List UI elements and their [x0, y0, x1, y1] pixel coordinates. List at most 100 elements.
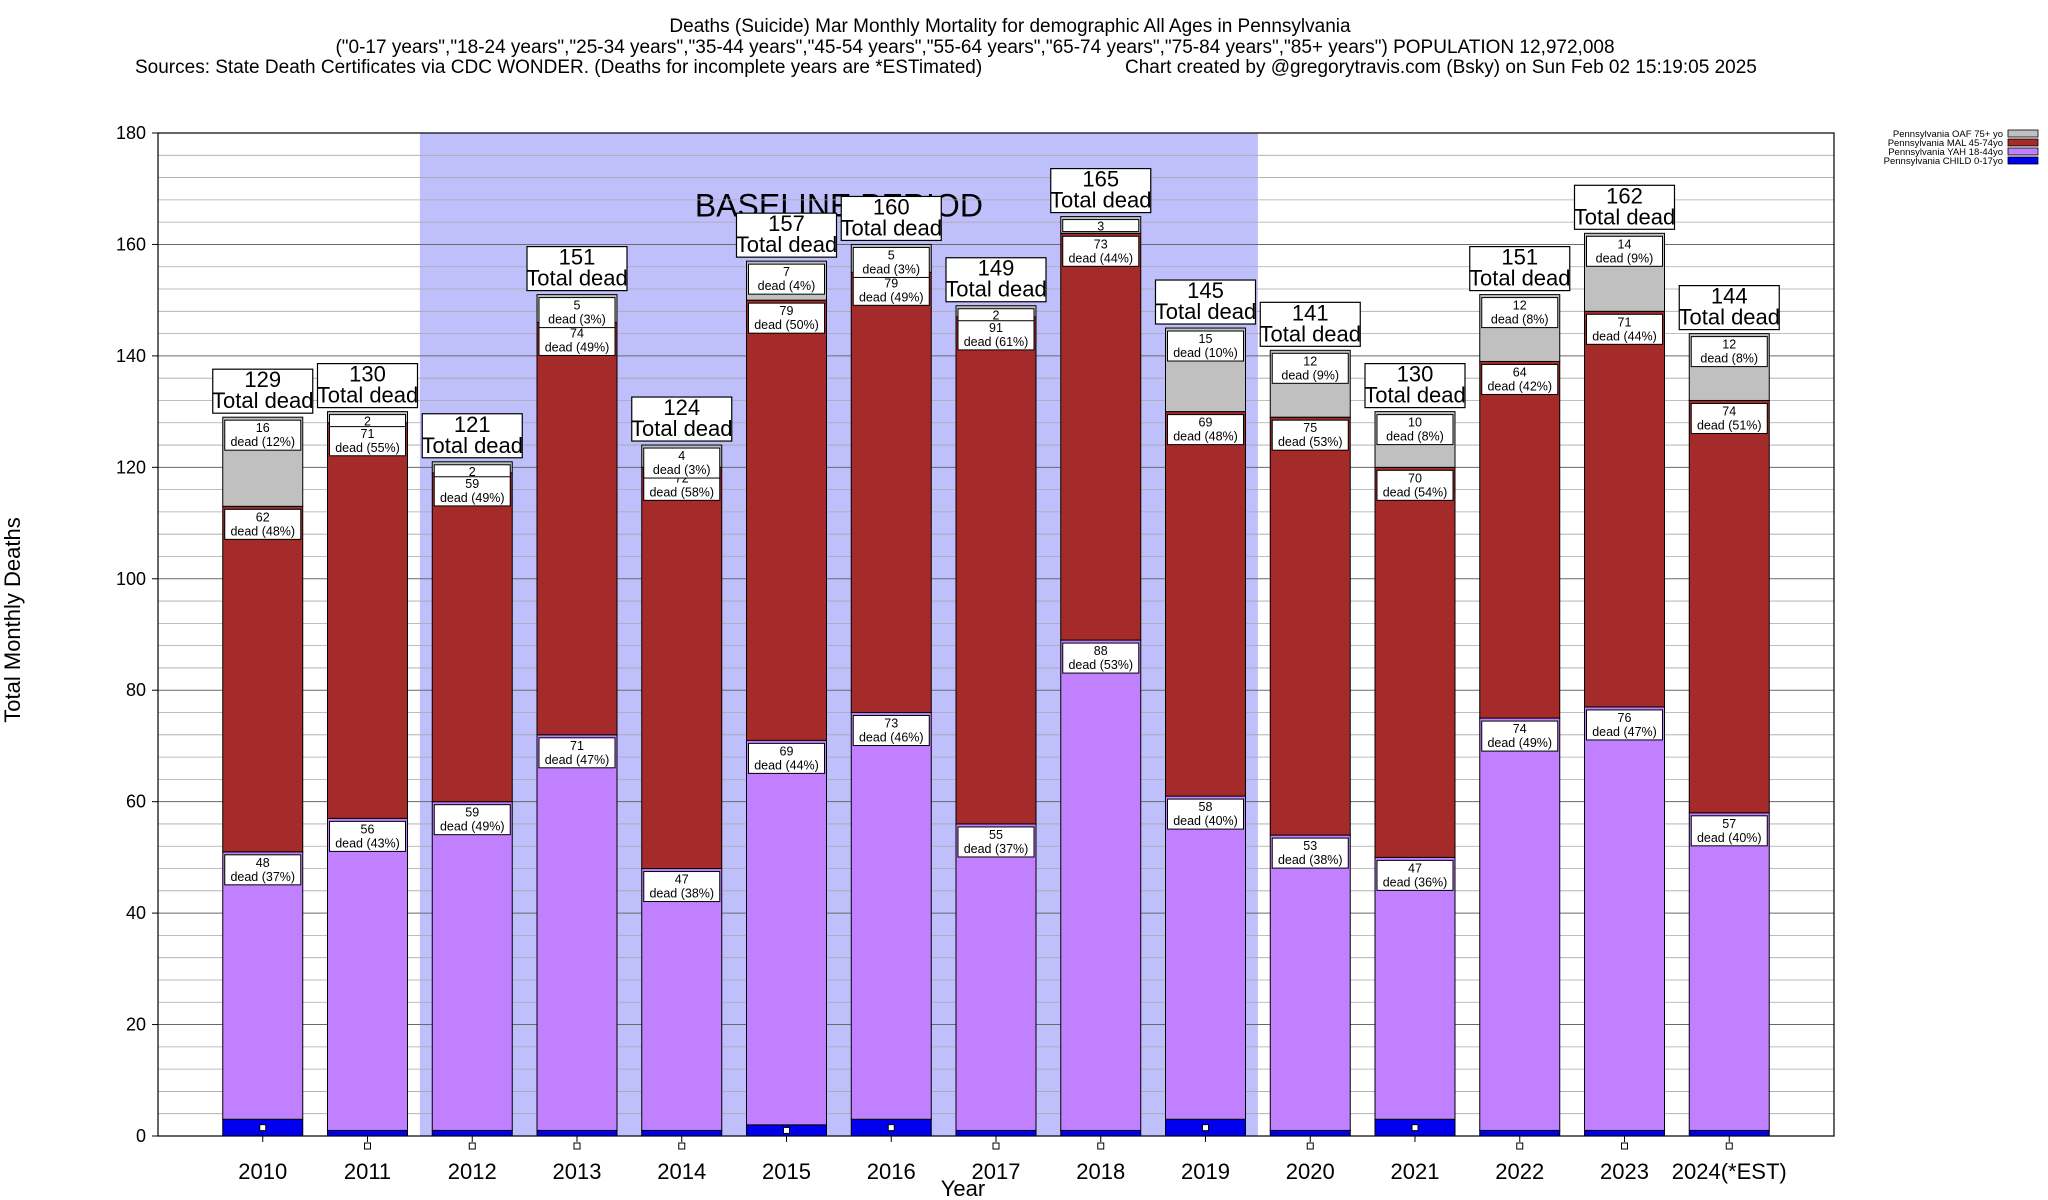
segment-value-label: 59 [465, 806, 479, 820]
x-tick-label: 2014 [657, 1159, 706, 1184]
x-tick-label: 2010 [238, 1159, 287, 1184]
segment-label-box [1586, 709, 1663, 741]
segment-pct-label: dead (61%) [964, 335, 1029, 349]
segment-value-label: 15 [1199, 332, 1213, 346]
segment-pct-label: dead (37%) [230, 870, 295, 884]
marker-square [573, 1142, 581, 1150]
total-value-label: 151 [1501, 245, 1538, 270]
legend-swatch [2007, 147, 2039, 156]
segment-value-label: 12 [1513, 299, 1527, 313]
segment-pct-label: dead (10%) [1173, 346, 1238, 360]
y-tick-label: 100 [116, 569, 146, 589]
segment-value-label: 88 [1094, 644, 1108, 658]
segment-pct-label: dead (40%) [1173, 814, 1238, 828]
segment-label-box [957, 308, 1035, 322]
bar-segment [1374, 856, 1456, 1120]
marker-square [678, 1142, 686, 1150]
legend-swatch [2007, 138, 2039, 147]
segment-label-box [1062, 235, 1140, 267]
chart-title: Deaths (Suicide) Mar Monthly Mortality f… [135, 16, 1757, 78]
bar-segment [536, 321, 618, 736]
bar-segment [1165, 795, 1246, 1120]
segment-label-box [1062, 642, 1140, 674]
total-value-label: 165 [1082, 167, 1119, 192]
bar-segment [536, 734, 618, 1131]
legend-entry-label: Pennsylvania OAF 75+ yo [1893, 129, 2003, 140]
marker-square [783, 1126, 790, 1134]
segment-pct-label: dead (49%) [859, 290, 924, 304]
segment-pct-label: dead (9%) [1281, 368, 1339, 382]
total-label-box [631, 396, 733, 442]
segment-label-box [224, 508, 302, 540]
segment-value-label: 5 [888, 248, 895, 262]
bar-segment [1269, 834, 1351, 1131]
marker-square [1411, 1124, 1419, 1132]
segment-value-label: 7 [783, 265, 790, 279]
bar-segment [850, 712, 932, 1120]
segment-value-label: 73 [1094, 237, 1108, 251]
segment-label-box [748, 302, 825, 334]
segment-label-box [224, 419, 302, 451]
segment-value-label: 71 [361, 427, 375, 441]
segment-value-label: 48 [256, 856, 270, 870]
marker-square [364, 1142, 371, 1150]
x-tick-label: 2023 [1600, 1159, 1649, 1184]
total-label-box [1573, 184, 1676, 230]
segment-label-box [1481, 297, 1559, 329]
segment-label-box [643, 447, 721, 479]
bar-segment [1688, 1129, 1770, 1137]
total-text-label: Total dead [1155, 299, 1257, 324]
marker-square [1097, 1142, 1105, 1150]
segment-value-label: 79 [884, 276, 898, 290]
segment-pct-label: dead (48%) [1173, 430, 1238, 444]
segment-label-box [433, 464, 511, 478]
segment-pct-label: dead (51%) [1697, 418, 1762, 432]
x-tick-label: 2015 [762, 1159, 811, 1184]
segment-pct-label: dead (53%) [1068, 658, 1133, 672]
title-line-3-left: Sources: State Death Certificates via CD… [135, 57, 982, 78]
total-value-label: 130 [1397, 362, 1434, 387]
y-tick-label: 160 [116, 234, 146, 254]
total-label-box [212, 368, 314, 414]
legend-entry-label: Pennsylvania MAL 45-74yo [1888, 138, 2003, 149]
bar-segment [1374, 466, 1456, 858]
bar-segment [536, 1129, 618, 1137]
total-value-label: 145 [1187, 278, 1224, 303]
title-line-2: ("0-17 years","18-24 years","25-34 years… [335, 37, 1614, 58]
total-value-label: 160 [873, 194, 910, 219]
segment-pct-label: dead (3%) [862, 262, 920, 276]
x-tick-label: 2011 [344, 1159, 391, 1184]
segment-label-box [643, 871, 721, 903]
total-text-label: Total dead [631, 416, 733, 441]
segment-pct-label: dead (46%) [859, 731, 924, 745]
total-value-label: 124 [663, 395, 700, 420]
segment-pct-label: dead (43%) [335, 836, 400, 850]
bar-segment [1584, 310, 1665, 708]
bar-segment [222, 505, 304, 853]
segment-pct-label: dead (8%) [1700, 352, 1758, 366]
x-tick-label: 2019 [1181, 1159, 1230, 1184]
segment-value-label: 12 [1303, 354, 1317, 368]
segment-value-label: 74 [1513, 722, 1527, 736]
total-value-label: 144 [1711, 284, 1748, 309]
segment-label-box [1271, 837, 1349, 869]
segment-label-box [1586, 313, 1663, 345]
segment-value-label: 56 [361, 822, 375, 836]
segment-pct-label: dead (50%) [754, 318, 819, 332]
total-label-box [526, 245, 628, 292]
segment-value-label: 75 [1303, 421, 1317, 435]
y-tick-label: 140 [116, 346, 146, 366]
total-label-box [1678, 285, 1780, 331]
segment-pct-label: dead (49%) [440, 820, 505, 834]
segment-pct-label: dead (12%) [230, 435, 295, 449]
segment-value-label: 3 [1097, 220, 1104, 234]
bar-segment [1584, 706, 1665, 1131]
y-tick-label: 180 [116, 123, 146, 143]
segment-label-box [329, 414, 406, 428]
segment-label-box [1481, 363, 1559, 395]
total-value-label: 130 [349, 362, 386, 387]
segment-value-label: 2 [469, 465, 476, 479]
total-label-box [421, 413, 523, 459]
total-label-box [1050, 167, 1152, 214]
